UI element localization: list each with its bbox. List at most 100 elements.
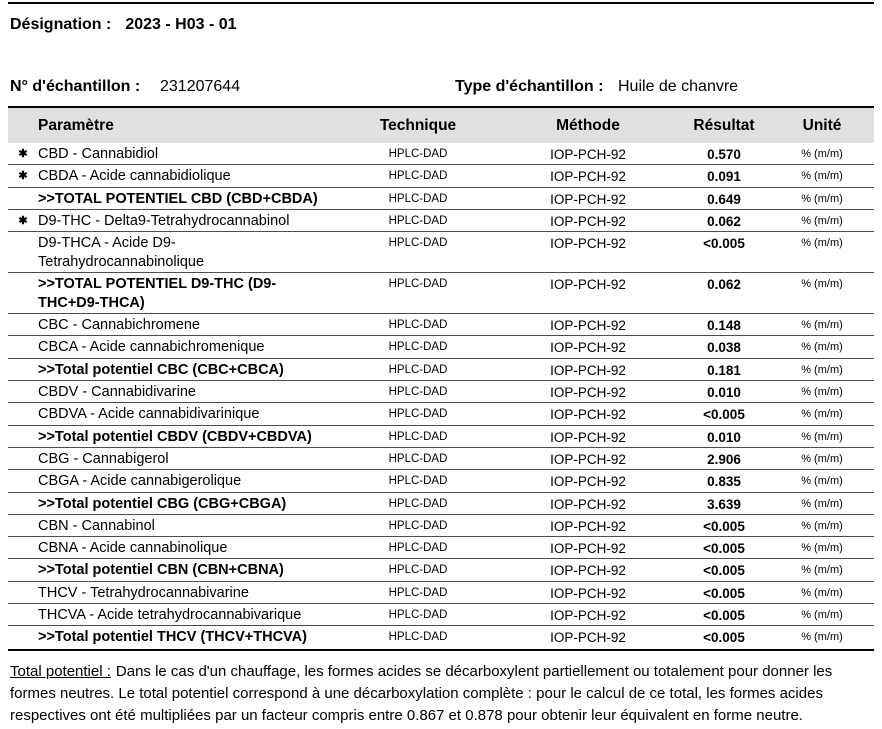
technique-cell: HPLC-DAD xyxy=(388,430,448,443)
footer-note: Total potentiel : Dans le cas d'un chauff… xyxy=(10,661,870,727)
unite-cell: % (m/m) xyxy=(801,542,843,555)
table-row: >>Total potentiel CBC (CBC+CBCA) HPLC-DA… xyxy=(8,359,874,382)
resultat-cell: <0.005 xyxy=(703,541,745,557)
unite-cell: % (m/m) xyxy=(801,586,843,599)
param-cell: >>Total potentiel CBDV (CBDV+CBDVA) xyxy=(38,428,312,445)
asterisk-icon: ✱ xyxy=(18,148,28,160)
technique-cell: HPLC-DAD xyxy=(388,341,448,354)
unite-cell: % (m/m) xyxy=(801,192,843,205)
table-row: >>TOTAL POTENTIEL D9-THC (D9-THC+D9-THCA… xyxy=(8,273,874,315)
methode-cell: IOP-PCH-92 xyxy=(550,236,626,252)
unite-cell: % (m/m) xyxy=(801,363,843,376)
header-resultat: Résultat xyxy=(693,116,755,134)
resultat-cell: <0.005 xyxy=(703,585,745,601)
resultat-cell: 0.010 xyxy=(707,385,741,401)
resultat-cell: 3.639 xyxy=(707,496,741,512)
page-top-rule xyxy=(8,2,874,4)
unite-cell: % (m/m) xyxy=(801,341,843,354)
technique-cell: HPLC-DAD xyxy=(388,408,448,421)
technique-cell: HPLC-DAD xyxy=(388,586,448,599)
technique-cell: HPLC-DAD xyxy=(388,214,448,227)
unite-cell: % (m/m) xyxy=(801,237,843,250)
table-header-row: Paramètre Technique Méthode Résultat Uni… xyxy=(8,108,874,143)
resultat-cell: 2.906 xyxy=(707,451,741,467)
unite-cell: % (m/m) xyxy=(801,278,843,291)
methode-cell: IOP-PCH-92 xyxy=(550,277,626,293)
unite-cell: % (m/m) xyxy=(801,319,843,332)
technique-cell: HPLC-DAD xyxy=(388,170,448,183)
table-row: CBDV - Cannabidivarine HPLC-DAD IOP-PCH-… xyxy=(8,381,874,404)
technique-cell: HPLC-DAD xyxy=(388,192,448,205)
resultat-cell: 0.062 xyxy=(707,277,741,293)
methode-cell: IOP-PCH-92 xyxy=(550,496,626,512)
technique-cell: HPLC-DAD xyxy=(388,148,448,160)
sample-number-value: 231207644 xyxy=(160,78,241,95)
param-cell: CBG - Cannabigerol xyxy=(38,450,169,467)
resultat-cell: 0.010 xyxy=(707,429,741,445)
technique-cell: HPLC-DAD xyxy=(388,542,448,555)
resultat-cell: <0.005 xyxy=(703,407,745,423)
technique-cell: HPLC-DAD xyxy=(388,609,448,622)
methode-cell: IOP-PCH-92 xyxy=(550,563,626,579)
table-row: CBCA - Acide cannabichromenique HPLC-DAD… xyxy=(8,336,874,359)
sample-type-value: Huile de chanvre xyxy=(618,78,739,95)
unite-cell: % (m/m) xyxy=(801,170,843,183)
asterisk-icon: ✱ xyxy=(18,170,28,183)
methode-cell: IOP-PCH-92 xyxy=(550,429,626,445)
technique-cell: HPLC-DAD xyxy=(388,631,448,644)
header-technique: Technique xyxy=(379,116,457,134)
resultat-cell: 0.091 xyxy=(707,169,741,185)
unite-cell: % (m/m) xyxy=(801,214,843,227)
methode-cell: IOP-PCH-92 xyxy=(550,518,626,534)
designation-value: 2023 - H03 - 01 xyxy=(125,16,237,33)
resultat-cell: 0.649 xyxy=(707,191,741,207)
methode-cell: IOP-PCH-92 xyxy=(550,608,626,624)
unite-cell: % (m/m) xyxy=(801,452,843,465)
header-methode: Méthode xyxy=(556,116,620,134)
unite-cell: % (m/m) xyxy=(801,408,843,421)
param-cell: THCVA - Acide tetrahydrocannabivarique xyxy=(38,607,302,624)
technique-cell: HPLC-DAD xyxy=(388,564,448,577)
footer-line-3: respectives ont été multipliées par un f… xyxy=(10,707,803,724)
param-cell: >>TOTAL POTENTIEL CBD (CBD+CBDA) xyxy=(38,190,318,207)
technique-cell: HPLC-DAD xyxy=(388,278,448,291)
resultat-cell: <0.005 xyxy=(703,236,745,252)
sample-info-row: N° d'échantillon : 231207644 Type d'écha… xyxy=(0,78,882,100)
header-parametre: Paramètre xyxy=(38,116,114,134)
param-cell: CBC - Cannabichromene xyxy=(38,317,200,334)
resultat-cell: 0.181 xyxy=(707,362,741,378)
technique-cell: HPLC-DAD xyxy=(388,497,448,510)
resultat-cell: 0.038 xyxy=(707,340,741,356)
param-cell: >>Total potentiel CBC (CBC+CBCA) xyxy=(38,361,284,378)
table-row: >>TOTAL POTENTIEL CBD (CBD+CBDA) HPLC-DA… xyxy=(8,188,874,210)
methode-cell: IOP-PCH-92 xyxy=(550,630,626,646)
results-table: Paramètre Technique Méthode Résultat Uni… xyxy=(8,106,874,651)
param-cell: CBDVA - Acide cannabidivarinique xyxy=(38,406,260,423)
param-cell: CBN - Cannabinol xyxy=(38,517,155,534)
methode-cell: IOP-PCH-92 xyxy=(550,362,626,378)
table-row: >>Total potentiel CBN (CBN+CBNA) HPLC-DA… xyxy=(8,559,874,582)
methode-cell: IOP-PCH-92 xyxy=(550,385,626,401)
resultat-cell: <0.005 xyxy=(703,563,745,579)
param-cell: CBNA - Acide cannabinolique xyxy=(38,540,228,557)
methode-cell: IOP-PCH-92 xyxy=(550,318,626,334)
footer-line-1: Total potentiel : Dans le cas d'un chauff… xyxy=(10,661,870,683)
unite-cell: % (m/m) xyxy=(801,519,843,532)
technique-cell: HPLC-DAD xyxy=(388,363,448,376)
footer-line-2: formes neutres. Le total potentiel corre… xyxy=(10,685,823,702)
param-cell: CBGA - Acide cannabigerolique xyxy=(38,473,242,490)
designation-row: Désignation : 2023 - H03 - 01 xyxy=(10,16,237,34)
table-row: ✱ CBD - Cannabidiol HPLC-DAD IOP-PCH-92 … xyxy=(8,143,874,166)
unite-cell: % (m/m) xyxy=(801,497,843,510)
technique-cell: HPLC-DAD xyxy=(388,386,448,399)
methode-cell: IOP-PCH-92 xyxy=(550,169,626,185)
unite-cell: % (m/m) xyxy=(801,386,843,399)
param-cell: CBCA - Acide cannabichromenique xyxy=(38,339,265,356)
param-cell: >>TOTAL POTENTIEL D9-THC (D9-THC+D9-THCA… xyxy=(38,276,277,312)
table-row: CBC - Cannabichromene HPLC-DAD IOP-PCH-9… xyxy=(8,314,874,337)
resultat-cell: <0.005 xyxy=(703,630,745,646)
asterisk-icon: ✱ xyxy=(18,214,28,227)
technique-cell: HPLC-DAD xyxy=(388,519,448,532)
unite-cell: % (m/m) xyxy=(801,148,843,160)
